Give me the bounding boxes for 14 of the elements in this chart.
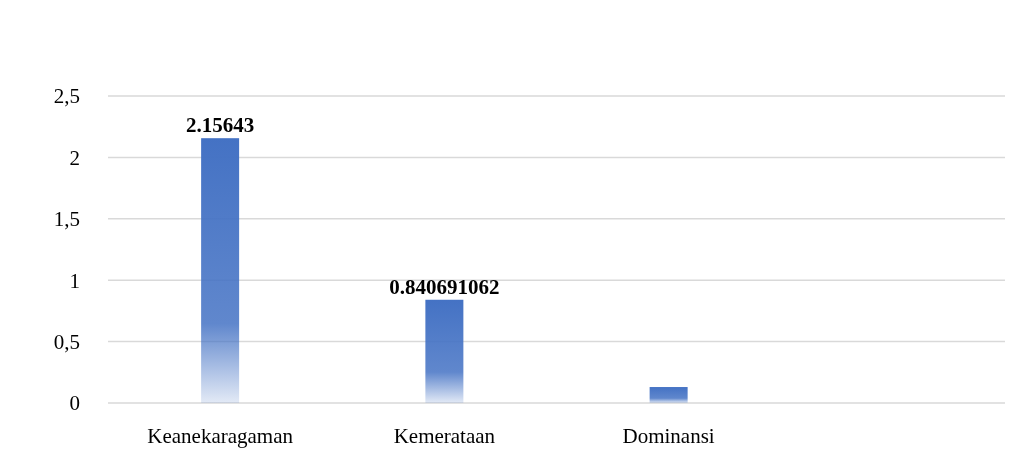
data-label: 2.15643	[186, 113, 255, 138]
y-tick-label: 2,5	[53, 84, 80, 109]
x-tick-label: Kemerataan	[393, 424, 496, 448]
y-tick-label: 2	[69, 145, 80, 170]
y-tick-label: 1	[69, 268, 80, 293]
bar	[649, 387, 688, 403]
data-label: 0.840691062	[389, 274, 500, 299]
y-tick-label: 0	[69, 391, 80, 416]
bar	[425, 299, 464, 403]
x-tick-label: Dominansi	[622, 424, 715, 448]
y-tick-label: 1,5	[53, 207, 80, 232]
x-tick-label: Keanekaragaman	[147, 424, 294, 448]
y-tick-label: 0,5	[53, 329, 80, 354]
bar	[201, 138, 240, 403]
